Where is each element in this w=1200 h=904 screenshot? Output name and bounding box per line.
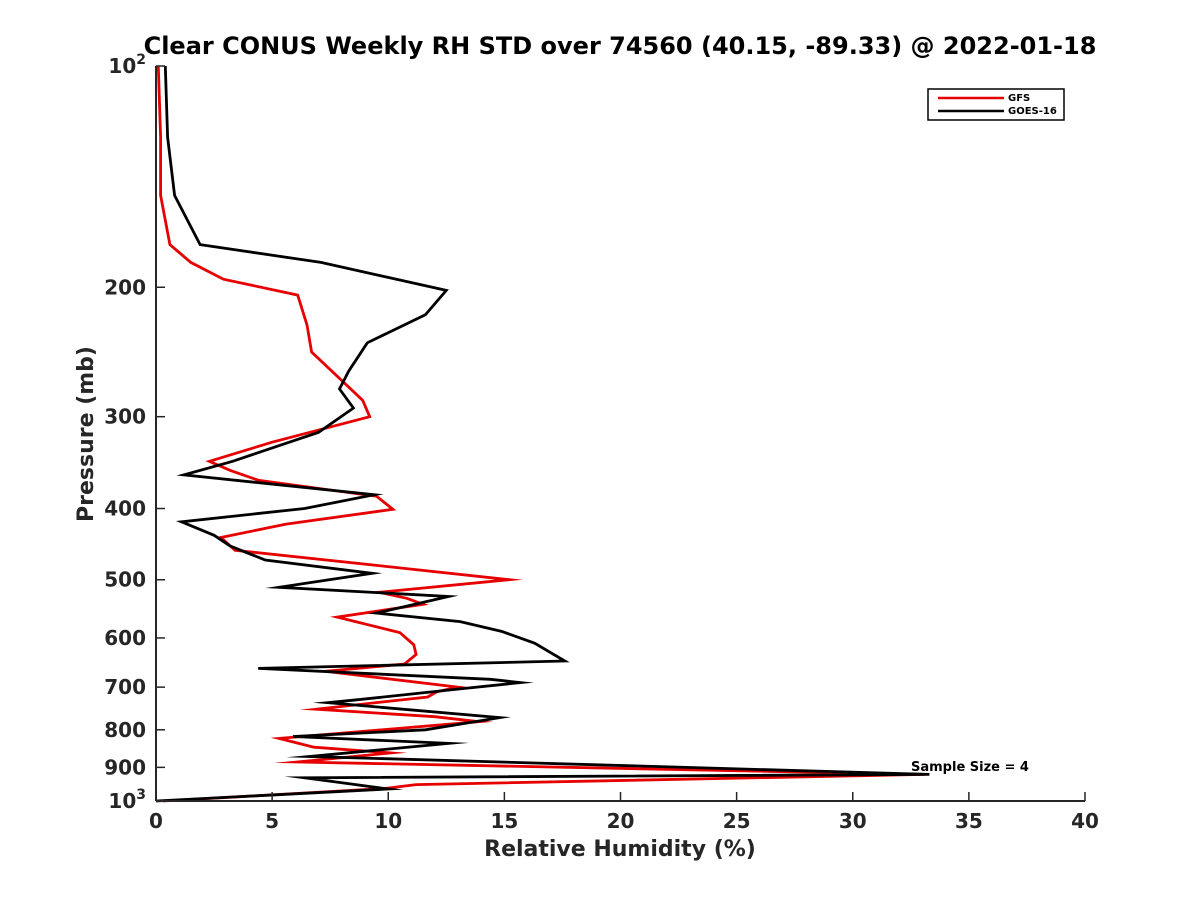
x-tick-label: 20 — [607, 809, 635, 833]
series-line-goes-16 — [155, 65, 930, 803]
legend: GFS GOES-16 — [927, 88, 1065, 121]
y-tick-label: 300 — [104, 405, 146, 429]
x-tick-label: 35 — [955, 809, 983, 833]
chart-title: Clear CONUS Weekly RH STD over 74560 (40… — [144, 32, 1097, 60]
y-tick-label: 400 — [104, 497, 146, 521]
y-tick-label: 103 — [108, 787, 146, 813]
x-tick-label: 5 — [265, 809, 279, 833]
y-axis-label: Pressure (mb) — [74, 346, 99, 522]
x-tick-label: 10 — [374, 809, 402, 833]
sample-size-annotation: Sample Size = 4 — [911, 760, 1029, 775]
y-tick-label: 600 — [104, 626, 146, 650]
x-tick-label: 40 — [1071, 809, 1099, 833]
y-tick-label: 500 — [104, 568, 146, 592]
legend-label-gfs: GFS — [1008, 93, 1030, 104]
x-tick-label: 15 — [490, 809, 518, 833]
x-axis-label: Relative Humidity (%) — [484, 837, 756, 862]
y-tick-label: 700 — [104, 675, 146, 699]
x-tick-label: 0 — [149, 809, 163, 833]
y-tick-label: 200 — [104, 275, 146, 299]
y-tick-label: 102 — [108, 52, 146, 78]
x-tick-label: 25 — [723, 809, 751, 833]
legend-label-goes-16: GOES-16 — [1008, 106, 1057, 117]
y-tick-label: 800 — [104, 718, 146, 742]
legend-box — [927, 88, 1065, 121]
x-tick-label: 30 — [839, 809, 867, 833]
y-tick-label: 900 — [104, 755, 146, 779]
